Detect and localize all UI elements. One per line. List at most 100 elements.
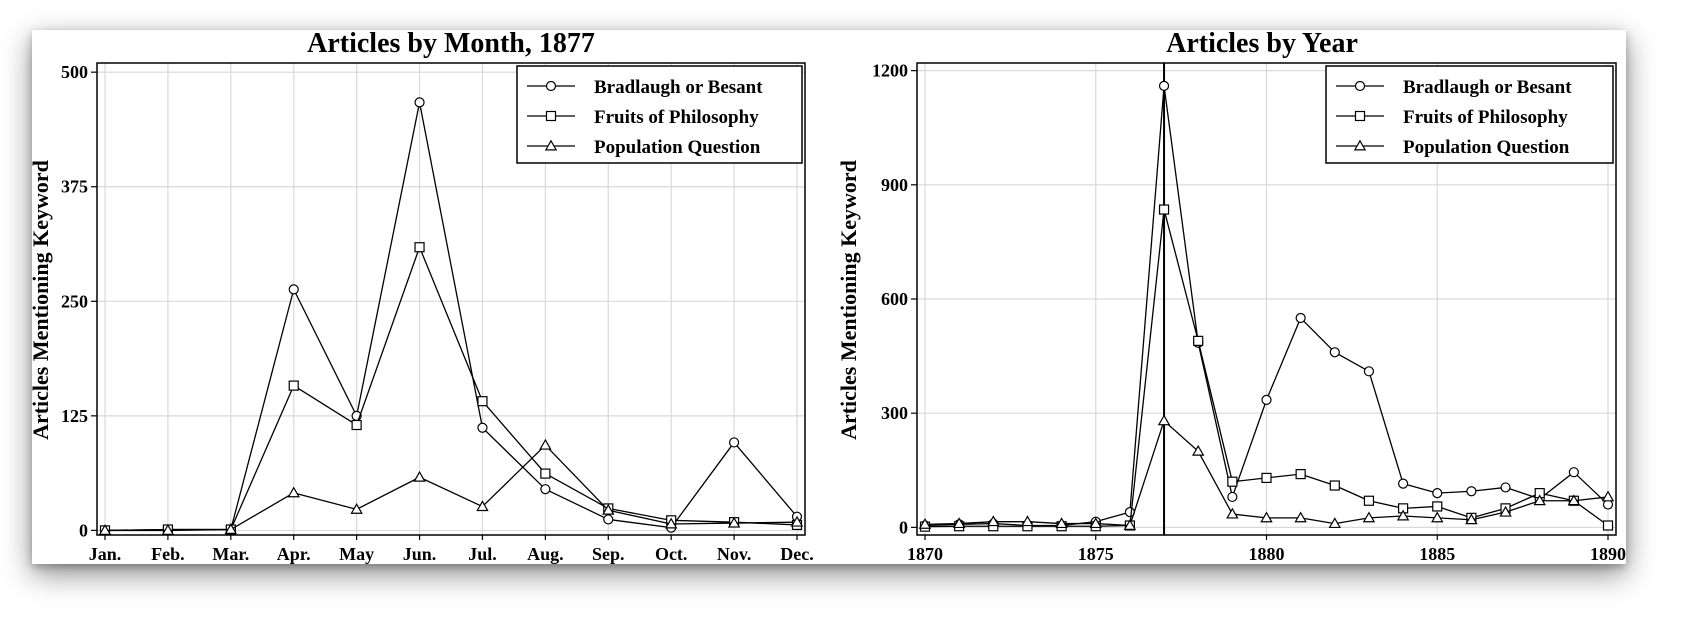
data-point-circle — [1261, 394, 1272, 405]
data-point-square — [1193, 335, 1204, 346]
data-point-square — [1432, 501, 1443, 512]
data-point-triangle — [224, 523, 238, 534]
data-point-triangle — [1567, 494, 1581, 506]
data-point-triangle — [539, 438, 552, 450]
x-tick-label: 1890 — [1590, 544, 1626, 564]
legend-marker-circle — [545, 80, 557, 92]
data-point-square — [1602, 520, 1614, 531]
data-point-triangle — [664, 517, 678, 529]
chart-yearly-title: Articles by Year — [1166, 28, 1358, 59]
x-tick-label: Dec. — [780, 544, 813, 564]
data-point-triangle — [1499, 505, 1512, 517]
data-point-triangle — [790, 515, 804, 527]
y-tick-label: 500 — [61, 62, 88, 82]
x-tick-label: Apr. — [277, 544, 311, 564]
data-point-triangle — [987, 515, 1000, 527]
data-point-circle — [1295, 312, 1306, 324]
chart-monthly-title: Articles by Month, 1877 — [307, 28, 595, 59]
data-point-square — [1158, 204, 1170, 215]
data-point-triangle — [918, 517, 932, 529]
data-point-triangle — [1294, 511, 1307, 523]
data-point-circle — [1500, 482, 1511, 493]
legend-marker-triangle — [544, 139, 558, 151]
x-tick-label: 1875 — [1078, 544, 1114, 564]
x-tick-label: Jan. — [89, 544, 122, 564]
data-point-triangle — [476, 500, 489, 512]
data-point-circle — [1158, 80, 1170, 91]
series-line — [104, 246, 798, 532]
data-point-circle — [288, 284, 299, 295]
series-line — [104, 101, 798, 532]
data-point-triangle — [1533, 494, 1546, 506]
data-point-circle — [1397, 478, 1409, 489]
x-tick-label: 1880 — [1249, 544, 1285, 564]
chart-monthly-ylabel: Articles Mentioning Keyword — [28, 160, 53, 440]
legend-label: Fruits of Philosophy — [594, 107, 759, 128]
y-tick-label: 300 — [881, 403, 908, 423]
x-tick-label: Feb. — [151, 544, 185, 564]
data-point-circle — [477, 422, 488, 433]
data-point-square — [288, 380, 299, 391]
data-point-triangle — [1328, 517, 1342, 529]
data-point-triangle — [952, 517, 966, 529]
data-point-circle — [1227, 491, 1238, 503]
legend-box — [516, 65, 803, 164]
legend-label: Fruits of Philosophy — [1403, 107, 1568, 128]
y-tick-label: 1200 — [872, 61, 908, 81]
data-point-triangle — [1157, 414, 1171, 426]
series-triangle — [918, 414, 1615, 530]
data-point-triangle — [1191, 444, 1205, 456]
data-point-triangle — [1226, 507, 1239, 519]
x-tick-label: 1885 — [1419, 544, 1455, 564]
y-tick-label: 600 — [881, 289, 908, 309]
data-point-triangle — [1601, 490, 1615, 502]
legend-marker-square — [1354, 110, 1366, 122]
series-triangle — [98, 438, 804, 535]
data-point-triangle — [602, 503, 615, 515]
legend-marker-triangle — [1353, 139, 1367, 151]
chart-yearly-legend: Bradlaugh or Besant Fruits of Philosophy P… — [1325, 65, 1614, 164]
data-point-circle — [1568, 467, 1579, 478]
data-point-triangle — [1021, 515, 1034, 527]
x-tick-label: Jul. — [468, 544, 497, 564]
legend-box — [1325, 65, 1614, 164]
data-point-square — [1261, 472, 1272, 484]
legend-label: Bradlaugh or Besant — [1403, 77, 1572, 98]
chart-monthly-legend: Bradlaugh or Besant Fruits of Philosophy P… — [516, 65, 803, 164]
chart-monthly-frame — [96, 62, 806, 536]
data-point-circle — [1329, 347, 1340, 358]
x-tick-label: 1870 — [907, 544, 943, 564]
y-tick-label: 900 — [881, 175, 908, 195]
data-point-triangle — [161, 524, 175, 535]
y-tick-label: 0 — [899, 517, 908, 537]
series-line — [105, 444, 798, 532]
data-point-circle — [414, 97, 425, 108]
x-tick-label: Mar. — [212, 544, 249, 564]
data-point-triangle — [350, 502, 363, 514]
x-tick-label: Jun. — [403, 544, 437, 564]
data-point-circle — [1466, 486, 1477, 497]
data-point-triangle — [287, 486, 300, 498]
data-point-triangle — [1465, 513, 1478, 525]
data-point-square — [414, 242, 425, 253]
data-point-square — [1227, 476, 1238, 487]
data-point-triangle — [1260, 511, 1273, 523]
x-tick-label: Aug. — [527, 544, 564, 564]
x-tick-label: Nov. — [717, 544, 752, 564]
x-tick-label: Sep. — [592, 544, 625, 564]
data-point-square — [351, 419, 362, 431]
data-point-circle — [1432, 488, 1443, 499]
data-point-triangle — [1055, 517, 1068, 529]
data-point-triangle — [1362, 511, 1376, 523]
y-tick-label: 125 — [61, 406, 88, 426]
legend-label: Population Question — [1403, 137, 1570, 158]
legend-marker-circle — [1354, 80, 1366, 92]
legend-marker-square — [545, 110, 557, 122]
data-point-triangle — [413, 470, 426, 482]
x-tick-label: May — [339, 544, 374, 564]
legend-label: Population Question — [594, 137, 761, 158]
legend-label: Bradlaugh or Besant — [594, 77, 763, 98]
chart-yearly-ylabel: Articles Mentioning Keyword — [836, 160, 861, 440]
data-point-triangle — [1089, 517, 1102, 529]
